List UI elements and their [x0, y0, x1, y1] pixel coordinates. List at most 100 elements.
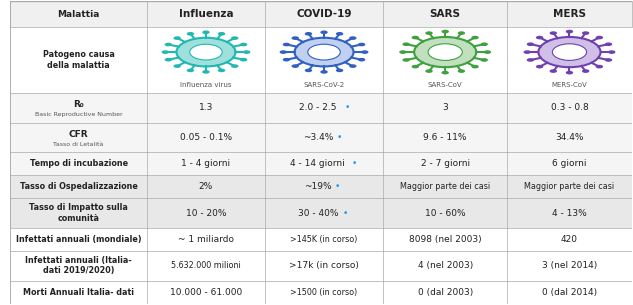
Circle shape	[441, 71, 449, 74]
Circle shape	[399, 50, 406, 54]
Text: 2 - 7 giorni: 2 - 7 giorni	[421, 159, 470, 168]
Text: 30 - 40%: 30 - 40%	[298, 209, 338, 217]
Bar	[10, 152, 632, 175]
Circle shape	[403, 58, 410, 62]
Text: •: •	[337, 133, 342, 142]
Text: Tempo di incubazione: Tempo di incubazione	[30, 159, 128, 168]
Circle shape	[480, 58, 488, 62]
Circle shape	[320, 70, 328, 74]
Bar	[10, 123, 632, 152]
Circle shape	[480, 42, 488, 46]
Text: •: •	[335, 182, 341, 191]
Circle shape	[187, 69, 194, 72]
Circle shape	[190, 44, 222, 60]
Circle shape	[358, 43, 365, 46]
Text: 2%: 2%	[199, 182, 213, 191]
Circle shape	[202, 30, 210, 34]
Text: 9.6 - 11%: 9.6 - 11%	[423, 133, 467, 142]
Circle shape	[425, 31, 433, 35]
Circle shape	[280, 50, 287, 54]
Text: •: •	[352, 159, 357, 168]
Text: Infettati annuali (Italia-
dati 2019/2020): Infettati annuali (Italia- dati 2019/202…	[25, 256, 132, 275]
Circle shape	[240, 58, 248, 62]
Circle shape	[173, 36, 181, 40]
Circle shape	[292, 36, 299, 40]
Circle shape	[283, 58, 290, 62]
Circle shape	[165, 58, 172, 62]
Text: Tasso di Impatto sulla
comunità: Tasso di Impatto sulla comunità	[29, 203, 128, 223]
Circle shape	[539, 37, 601, 67]
Circle shape	[308, 44, 341, 60]
Circle shape	[458, 69, 465, 73]
Text: Patogeno causa
della malattia: Patogeno causa della malattia	[42, 50, 115, 70]
Text: •: •	[342, 209, 348, 217]
Text: 4 - 14 giorni: 4 - 14 giorni	[291, 159, 345, 168]
Text: MERS: MERS	[553, 9, 586, 19]
Circle shape	[336, 69, 343, 72]
Circle shape	[582, 31, 589, 35]
Circle shape	[283, 43, 290, 46]
Circle shape	[361, 50, 368, 54]
Text: 1.3: 1.3	[199, 103, 213, 112]
Bar	[10, 281, 632, 303]
Circle shape	[231, 36, 239, 40]
Text: Tasso di Ospedalizzazione: Tasso di Ospedalizzazione	[20, 182, 137, 191]
Circle shape	[549, 69, 557, 73]
Text: 5.632.000 milioni: 5.632.000 milioni	[171, 261, 241, 270]
Circle shape	[161, 50, 169, 54]
Text: 10.000 - 61.000: 10.000 - 61.000	[170, 288, 242, 296]
Circle shape	[231, 64, 239, 68]
Text: Basic Reproductive Number: Basic Reproductive Number	[35, 112, 122, 117]
Circle shape	[411, 36, 419, 39]
Circle shape	[523, 50, 531, 54]
Bar	[10, 93, 632, 123]
Circle shape	[596, 65, 603, 68]
Circle shape	[240, 43, 248, 46]
Text: ~ 1 miliardo: ~ 1 miliardo	[178, 235, 234, 244]
Text: R₀: R₀	[73, 100, 84, 109]
Bar	[10, 2, 632, 27]
Circle shape	[536, 65, 543, 68]
Circle shape	[605, 42, 612, 46]
Bar	[10, 27, 632, 93]
Text: ~3.4%: ~3.4%	[303, 133, 333, 142]
Bar	[10, 251, 632, 281]
Circle shape	[320, 30, 328, 34]
Circle shape	[411, 65, 419, 68]
Text: 4 (nel 2003): 4 (nel 2003)	[418, 261, 473, 270]
Text: >145K (in corso): >145K (in corso)	[291, 235, 358, 244]
Circle shape	[527, 42, 534, 46]
Circle shape	[294, 38, 354, 66]
Circle shape	[484, 50, 491, 54]
Text: 10 - 60%: 10 - 60%	[425, 209, 465, 217]
Text: 3 (nel 2014): 3 (nel 2014)	[542, 261, 597, 270]
Text: MERS-CoV: MERS-CoV	[551, 82, 587, 88]
Circle shape	[428, 44, 462, 60]
Circle shape	[177, 38, 235, 66]
Circle shape	[218, 69, 225, 72]
Circle shape	[553, 44, 587, 60]
Circle shape	[596, 36, 603, 39]
Text: COVID-19: COVID-19	[296, 9, 352, 19]
Text: Maggior parte dei casi: Maggior parte dei casi	[524, 182, 615, 191]
Text: Morti Annuali Italia- dati: Morti Annuali Italia- dati	[23, 288, 134, 296]
Circle shape	[165, 43, 172, 46]
Text: 4 - 13%: 4 - 13%	[552, 209, 587, 217]
Circle shape	[582, 69, 589, 73]
Text: Malattia: Malattia	[58, 10, 100, 19]
Circle shape	[349, 36, 356, 40]
Circle shape	[527, 58, 534, 62]
Circle shape	[173, 64, 181, 68]
Text: 8098 (nel 2003): 8098 (nel 2003)	[409, 235, 482, 244]
Bar	[10, 198, 632, 228]
Circle shape	[472, 65, 479, 68]
Circle shape	[202, 70, 210, 74]
Text: CFR: CFR	[69, 130, 89, 139]
Text: Maggior parte dei casi: Maggior parte dei casi	[400, 182, 491, 191]
Text: 3: 3	[442, 103, 448, 112]
Circle shape	[336, 32, 343, 36]
Text: 0 (dal 2014): 0 (dal 2014)	[542, 288, 597, 296]
Circle shape	[441, 30, 449, 33]
Circle shape	[218, 32, 225, 36]
Text: 10 - 20%: 10 - 20%	[185, 209, 226, 217]
